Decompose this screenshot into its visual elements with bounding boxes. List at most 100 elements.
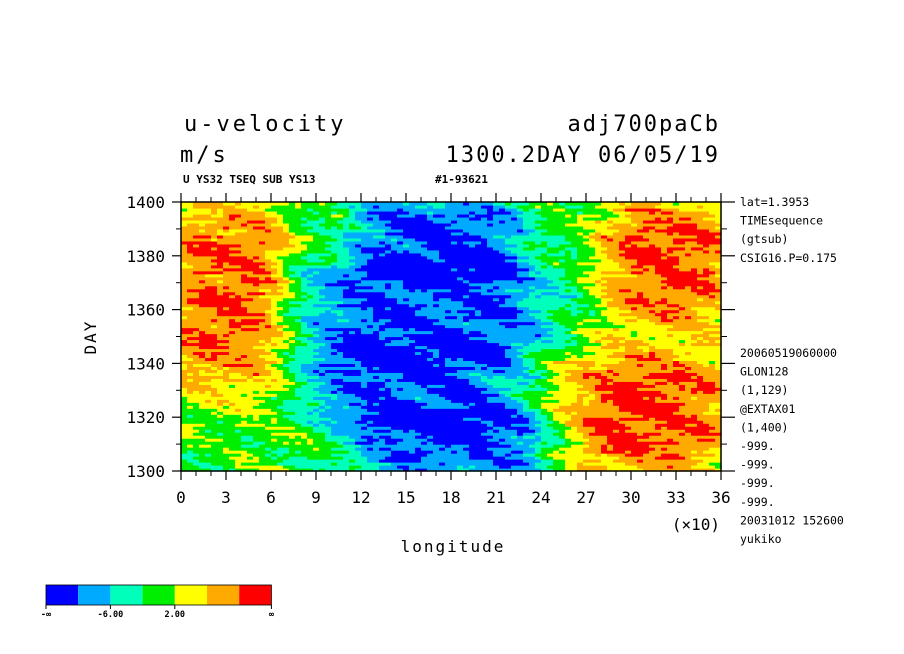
heatmap-cell (247, 399, 254, 403)
heatmap-cell (391, 330, 398, 335)
heatmap-cell (673, 456, 680, 460)
heatmap-cell (439, 423, 446, 427)
heatmap-cell (679, 327, 686, 332)
heatmap-cell (541, 456, 548, 460)
heatmap-cell (289, 312, 296, 317)
heatmap-cell (679, 423, 686, 427)
heatmap-cell (331, 384, 338, 388)
heatmap-cell (583, 465, 590, 469)
heatmap-cell (457, 339, 464, 344)
heatmap-cell (211, 354, 218, 359)
heatmap-cell (205, 351, 212, 356)
heatmap-cell (193, 333, 200, 338)
heatmap-cell (259, 465, 266, 469)
heatmap-cell (625, 357, 632, 362)
heatmap-cell (295, 414, 302, 418)
heatmap-cell (307, 405, 314, 409)
heatmap-cell (481, 459, 488, 463)
heatmap-cell (505, 411, 512, 415)
heatmap-cell (289, 447, 296, 451)
heatmap-cell (181, 381, 188, 385)
heatmap-cell (259, 330, 266, 335)
heatmap-cell (445, 342, 452, 347)
heatmap-cell (427, 462, 434, 466)
heatmap-cell (463, 402, 470, 406)
heatmap-cell (229, 456, 236, 460)
heatmap-cell (199, 372, 206, 376)
heatmap-cell (301, 384, 308, 388)
heatmap-cell (547, 450, 554, 454)
heatmap-cell (637, 309, 644, 314)
heatmap-cell (325, 312, 332, 317)
heatmap-cell (715, 450, 722, 454)
heatmap-cell (577, 330, 584, 335)
heatmap-cell (703, 378, 710, 382)
heatmap-cell (589, 366, 596, 370)
heatmap-cell (355, 393, 362, 397)
heatmap-cell (715, 432, 722, 436)
heatmap-cell (673, 411, 680, 415)
heatmap-cell (313, 372, 320, 376)
heatmap-cell (577, 444, 584, 448)
heatmap-cell (475, 390, 482, 394)
heatmap-cell (217, 339, 224, 344)
heatmap-cell (553, 387, 560, 391)
heatmap-cell (427, 453, 434, 457)
heatmap-cell (397, 351, 404, 356)
heatmap-cell (445, 330, 452, 335)
heatmap-cell (619, 417, 626, 421)
heatmap-cell (619, 408, 626, 412)
heatmap-cell (493, 357, 500, 362)
heatmap-cell (613, 321, 620, 326)
heatmap-cell (577, 387, 584, 391)
heatmap-cell (397, 360, 404, 364)
heatmap-cell (523, 420, 530, 424)
heatmap-cell (181, 459, 188, 463)
heatmap-cell (535, 426, 542, 430)
heatmap-cell (613, 369, 620, 373)
heatmap-cell (445, 390, 452, 394)
heatmap-cell (271, 348, 278, 353)
heatmap-cell (583, 420, 590, 424)
heatmap-cell (421, 363, 428, 367)
heatmap-cell (355, 411, 362, 415)
heatmap-cell (457, 333, 464, 338)
heatmap-cell (301, 354, 308, 359)
heatmap-cell (319, 387, 326, 391)
heatmap-cell (415, 465, 422, 469)
heatmap-cell (373, 369, 380, 373)
heatmap-cell (535, 369, 542, 373)
heatmap-cell (349, 378, 356, 382)
heatmap-cell (241, 390, 248, 394)
heatmap-cell (499, 339, 506, 344)
heatmap-cell (643, 315, 650, 320)
heatmap-cell (529, 360, 536, 364)
heatmap-cell (409, 342, 416, 347)
heatmap-cell (193, 426, 200, 430)
heatmap-cell (643, 468, 650, 472)
heatmap-cell (373, 453, 380, 457)
heatmap-cell (601, 321, 608, 326)
heatmap-cell (289, 327, 296, 332)
heatmap-cell (235, 465, 242, 469)
heatmap-cell (325, 345, 332, 350)
heatmap-cell (475, 444, 482, 448)
heatmap-cell (613, 441, 620, 445)
heatmap-cell (559, 426, 566, 430)
heatmap-cell (469, 357, 476, 362)
heatmap-cell (217, 330, 224, 335)
heatmap-cell (499, 387, 506, 391)
heatmap-cell (715, 354, 722, 359)
heatmap-cell (427, 459, 434, 463)
heatmap-cell (235, 354, 242, 359)
heatmap-cell (217, 447, 224, 451)
heatmap-cell (637, 363, 644, 367)
heatmap-cell (259, 351, 266, 356)
heatmap-cell (181, 402, 188, 406)
heatmap-cell (433, 309, 440, 314)
heatmap-cell (331, 402, 338, 406)
heatmap-cell (583, 336, 590, 341)
heatmap-cell (703, 333, 710, 338)
heatmap-cell (391, 429, 398, 433)
heatmap-cell (493, 366, 500, 370)
